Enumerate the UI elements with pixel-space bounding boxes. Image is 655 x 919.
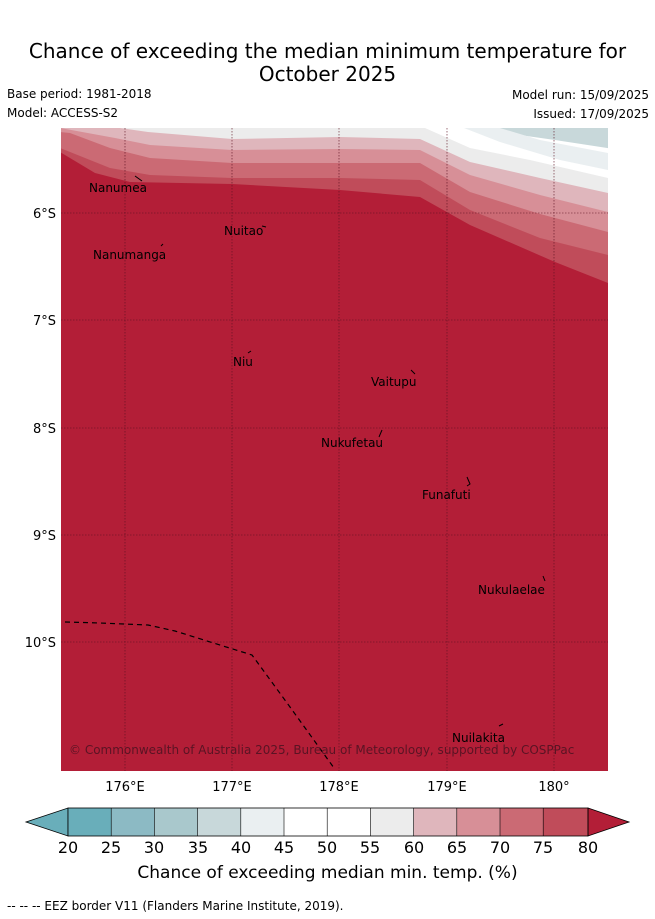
- colorbar-tick-30: 30: [143, 838, 165, 857]
- colorbar-bin-40-45: [240, 808, 284, 836]
- colorbar-bin-45-50: [284, 808, 328, 836]
- chart-title: Chance of exceeding the median minimum t…: [0, 40, 655, 86]
- island-nuilakita-shape: [498, 723, 504, 727]
- colorbar-bin-70-75: [500, 808, 544, 836]
- colorbar-tick-20: 20: [57, 838, 79, 857]
- eez-footnote: -- -- -- EEZ border V11 (Flanders Marine…: [7, 899, 344, 913]
- colorbar-bin-55-60: [370, 808, 414, 836]
- contour-80: [61, 152, 608, 771]
- colorbar-tick-65: 65: [446, 838, 468, 857]
- place-label-niu: Niu: [233, 355, 253, 369]
- lon-label-179e: 179°E: [427, 780, 467, 795]
- island-nukufetau-shape: [378, 429, 383, 438]
- island-funafuti-shape: [466, 476, 471, 487]
- island-nuitao-shape: [261, 225, 267, 228]
- lon-axis-labels: 176°E 177°E 178°E 179°E 180°: [105, 780, 569, 795]
- island-shapes: [134, 175, 546, 727]
- probability-contours: [61, 128, 608, 771]
- place-label-nuilakita: Nuilakita: [452, 731, 505, 745]
- colorbar-high-arrow: [587, 807, 631, 837]
- place-label-funafuti: Funafuti: [422, 488, 471, 502]
- contour-35: [61, 128, 608, 149]
- place-labels: Nanumea Nuitao Nanumanga Niu Vaitupu Nuk…: [89, 181, 545, 745]
- colorbar-bin-35-40: [197, 808, 241, 836]
- place-label-nanumea: Nanumea: [89, 181, 147, 195]
- title-line-1: Chance of exceeding the median minimum t…: [28, 39, 627, 63]
- colorbar-label: Chance of exceeding median min. temp. (%…: [137, 863, 518, 883]
- colorbar-tick-55: 55: [359, 838, 381, 857]
- model-run: Model run: 15/09/2025: [511, 88, 649, 102]
- colorbar-tick-25: 25: [100, 838, 122, 857]
- colorbar-bin-65-70: [456, 808, 500, 836]
- colorbar-tick-60: 60: [403, 838, 425, 857]
- island-nukulaelae-shape: [542, 575, 546, 582]
- island-nanumea-shape: [134, 175, 143, 182]
- colorbar-bin-20-25: [68, 808, 112, 836]
- colorbar-low-arrow: [24, 807, 69, 837]
- lat-label-6s: 6°S: [33, 207, 56, 222]
- lon-label-177e: 177°E: [212, 780, 252, 795]
- issued-date: Issued: 17/09/2025: [533, 107, 649, 121]
- lat-label-7s: 7°S: [33, 314, 56, 329]
- colorbar-tick-40: 40: [230, 838, 252, 857]
- place-label-nukufetau: Nukufetau: [321, 436, 383, 450]
- colorbar-bin-50-55: [327, 808, 371, 836]
- eez-border: [64, 621, 335, 769]
- title-line-2: October 2025: [258, 62, 397, 86]
- island-nanumanga-shape: [160, 243, 164, 247]
- lat-axis-labels: 6°S 7°S 8°S 9°S 10°S: [25, 207, 56, 651]
- lon-label-176e: 176°E: [105, 780, 145, 795]
- model-name: Model: ACCESS-S2: [7, 106, 119, 120]
- lon-label-178e: 178°E: [319, 780, 359, 795]
- place-label-vaitupu: Vaitupu: [371, 375, 417, 389]
- graticule: [61, 128, 608, 771]
- place-label-nuitao: Nuitao: [224, 224, 263, 238]
- colorbar-tick-80: 80: [577, 838, 599, 857]
- copyright-notice: © Commonwealth of Australia 2025, Bureau…: [69, 743, 574, 757]
- colorbar-bin-60-65: [413, 808, 457, 836]
- colorbar-frame: [67, 807, 589, 837]
- colorbar-tick-75: 75: [532, 838, 554, 857]
- colorbar-bin-75-80: [543, 808, 588, 836]
- lat-label-10s: 10°S: [25, 636, 56, 651]
- colorbar-bin-25-30: [111, 808, 155, 836]
- colorbar-dividers: [110, 808, 544, 836]
- colorbar-tick-70: 70: [489, 838, 511, 857]
- base-period: Base period: 1981-2018: [7, 87, 152, 101]
- lat-label-8s: 8°S: [33, 422, 56, 437]
- colorbar-tick-45: 45: [273, 838, 295, 857]
- colorbar: [24, 807, 631, 837]
- place-label-nukulaelae: Nukulaelae: [478, 583, 545, 597]
- colorbar-bin-30-35: [154, 808, 198, 836]
- colorbar-tick-50: 50: [316, 838, 338, 857]
- island-vaitupu-shape: [410, 369, 416, 375]
- place-label-nanumanga: Nanumanga: [93, 248, 166, 262]
- lon-label-180: 180°: [538, 780, 569, 795]
- island-niu-shape: [247, 350, 252, 354]
- lat-label-9s: 9°S: [33, 529, 56, 544]
- colorbar-tick-35: 35: [187, 838, 209, 857]
